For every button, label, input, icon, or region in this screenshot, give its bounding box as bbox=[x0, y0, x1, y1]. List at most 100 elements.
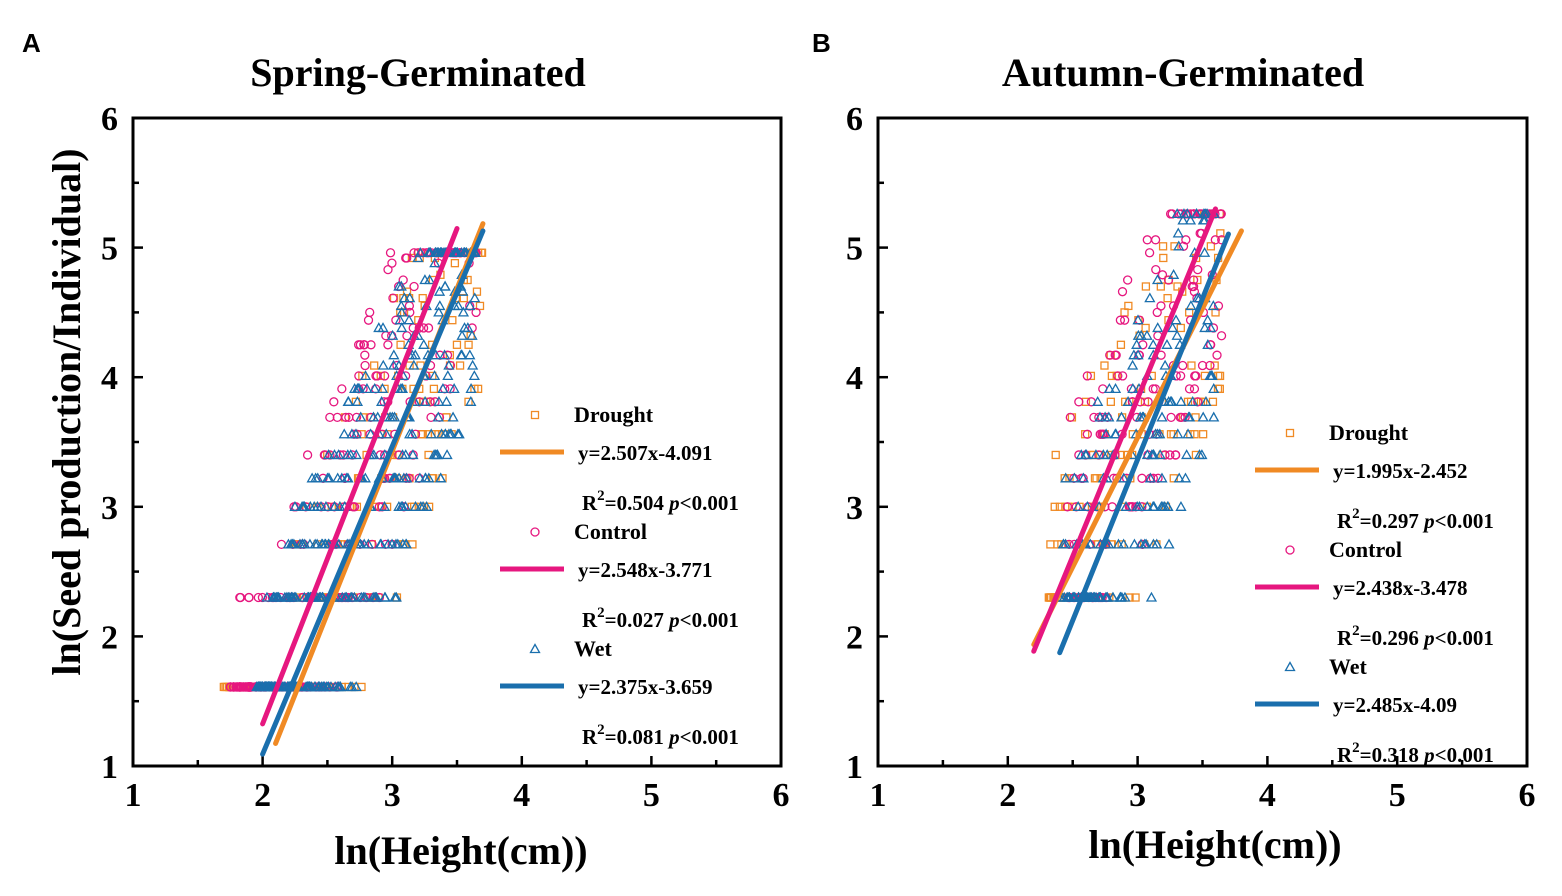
data-point bbox=[1181, 235, 1191, 245]
data-point bbox=[1100, 361, 1109, 370]
legend-equation: y=1.995x-2.452 bbox=[1333, 459, 1467, 483]
data-point bbox=[361, 383, 373, 394]
data-point bbox=[1120, 315, 1130, 325]
data-point bbox=[1175, 500, 1187, 511]
data-point bbox=[1074, 397, 1084, 407]
data-point bbox=[369, 383, 381, 394]
data-point bbox=[1198, 430, 1208, 439]
data-point bbox=[1165, 450, 1175, 460]
legend-control-marker bbox=[530, 527, 540, 537]
data-point bbox=[359, 370, 372, 381]
data-point bbox=[1152, 322, 1164, 333]
data-point bbox=[1115, 315, 1126, 325]
data-point bbox=[1141, 282, 1151, 291]
data-point bbox=[1131, 338, 1143, 349]
data-point bbox=[1212, 350, 1222, 360]
data-point bbox=[309, 538, 321, 549]
data-point bbox=[1099, 411, 1111, 422]
data-point bbox=[1159, 359, 1171, 370]
data-point bbox=[1072, 500, 1084, 511]
legend-wet-marker bbox=[1284, 661, 1296, 672]
data-point bbox=[1128, 538, 1141, 549]
data-point bbox=[304, 538, 316, 549]
panel-b-xtick-label: 5 bbox=[1389, 777, 1406, 814]
data-point bbox=[403, 314, 415, 325]
data-point bbox=[390, 591, 402, 602]
data-point bbox=[464, 340, 473, 349]
data-point bbox=[419, 274, 431, 285]
data-point bbox=[1134, 411, 1146, 422]
data-point bbox=[1210, 361, 1219, 370]
data-point bbox=[283, 591, 295, 602]
data-point bbox=[1062, 591, 1074, 602]
panel-b-xtick-label: 3 bbox=[1129, 777, 1146, 814]
data-point bbox=[409, 349, 421, 360]
data-point bbox=[1166, 395, 1178, 406]
data-point bbox=[376, 371, 385, 381]
data-point bbox=[433, 395, 445, 406]
panel-b-xtick-label: 1 bbox=[870, 777, 887, 814]
data-point bbox=[1187, 395, 1199, 406]
data-point bbox=[380, 428, 392, 439]
data-point bbox=[1118, 371, 1128, 381]
legend-equation: y=2.485x-4.09 bbox=[1333, 693, 1457, 717]
data-point bbox=[346, 681, 358, 692]
data-point bbox=[1127, 383, 1139, 394]
data-point bbox=[302, 450, 313, 460]
data-point bbox=[241, 682, 251, 692]
data-point bbox=[398, 275, 408, 285]
legend-series-name: Wet bbox=[1329, 654, 1368, 679]
data-point bbox=[1144, 248, 1155, 258]
data-point bbox=[1188, 275, 1199, 285]
data-point bbox=[377, 322, 389, 333]
data-point bbox=[1193, 275, 1202, 285]
data-point bbox=[1106, 397, 1115, 406]
data-point bbox=[1142, 235, 1152, 245]
data-point bbox=[1187, 361, 1196, 370]
data-point bbox=[435, 472, 447, 483]
data-point bbox=[1060, 472, 1072, 483]
legend-equation: y=2.548x-3.771 bbox=[578, 558, 712, 582]
data-point bbox=[397, 538, 409, 549]
data-point bbox=[1141, 323, 1150, 333]
legend-r2: R2=0.318 p<0.001 bbox=[1337, 740, 1494, 767]
data-point bbox=[423, 323, 434, 333]
data-point bbox=[376, 383, 389, 394]
data-point bbox=[1141, 329, 1153, 340]
data-point bbox=[1197, 360, 1208, 371]
data-point bbox=[323, 472, 335, 483]
data-point bbox=[473, 384, 483, 394]
data-point bbox=[475, 301, 485, 311]
data-point bbox=[312, 472, 324, 483]
data-point bbox=[1103, 383, 1115, 394]
data-point bbox=[374, 538, 386, 549]
panel-b-drought-fit-line bbox=[1031, 228, 1244, 648]
panel-a-ytick-label: 2 bbox=[101, 619, 118, 656]
data-point bbox=[234, 682, 245, 692]
data-point bbox=[1148, 384, 1158, 394]
data-point bbox=[1154, 449, 1166, 460]
panel-a-legend-drought: Drought y=2.507x-4.091 R2=0.504 p<0.001 bbox=[500, 402, 739, 515]
data-point bbox=[424, 246, 436, 257]
legend-wet-marker bbox=[529, 643, 541, 654]
legend-r2: R2=0.504 p<0.001 bbox=[582, 488, 739, 515]
data-point bbox=[450, 259, 460, 268]
data-point bbox=[334, 681, 347, 692]
data-point bbox=[231, 682, 241, 692]
data-point bbox=[1216, 331, 1227, 341]
panel-a-ytick-label: 5 bbox=[101, 231, 118, 268]
data-point bbox=[471, 307, 481, 318]
data-point bbox=[377, 359, 389, 370]
panel-a-wet-fit-line bbox=[260, 228, 486, 757]
data-point bbox=[296, 538, 308, 549]
data-point bbox=[1199, 214, 1211, 225]
data-point bbox=[1114, 591, 1127, 602]
data-point bbox=[395, 500, 407, 511]
data-point bbox=[1216, 229, 1225, 238]
data-point bbox=[398, 292, 411, 303]
data-point bbox=[353, 383, 365, 394]
data-point bbox=[342, 449, 354, 460]
data-point bbox=[1172, 428, 1184, 439]
data-point bbox=[1137, 473, 1147, 483]
data-point bbox=[379, 371, 390, 381]
